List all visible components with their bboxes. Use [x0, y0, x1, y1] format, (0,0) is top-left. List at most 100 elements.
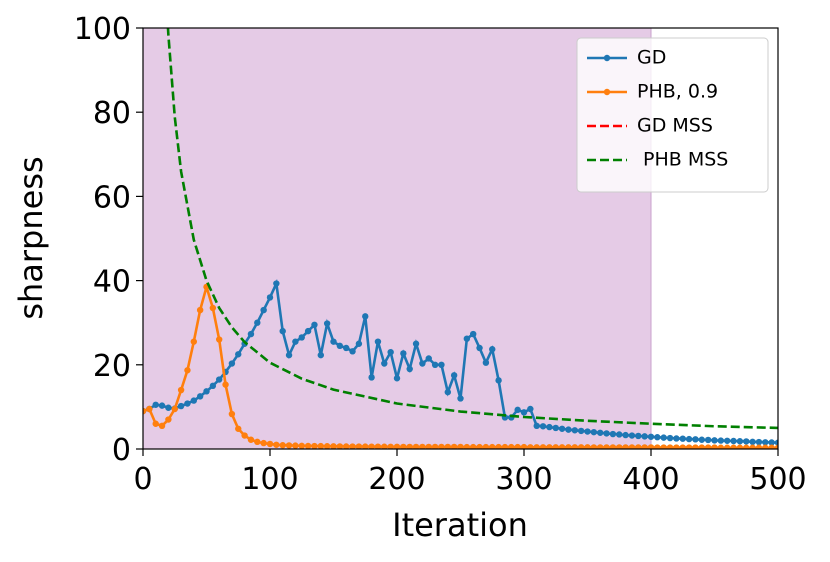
- series-point: [762, 444, 769, 449]
- series-point: [597, 429, 604, 436]
- series-point: [457, 443, 464, 449]
- series-point: [666, 444, 674, 449]
- series-point: [685, 444, 693, 449]
- series-point: [381, 443, 388, 449]
- series-point: [304, 327, 312, 335]
- series-point: [730, 437, 737, 445]
- series-point: [660, 434, 667, 441]
- series-point: [203, 388, 210, 395]
- series-point: [254, 438, 261, 446]
- series-point: [374, 338, 382, 345]
- y-tick-label: 100: [74, 12, 131, 47]
- series-point: [508, 443, 515, 449]
- series-point: [323, 320, 331, 327]
- series-point: [654, 444, 661, 449]
- series-point: [400, 443, 407, 449]
- series-point: [755, 444, 763, 449]
- series-point: [355, 443, 363, 449]
- axes-frame: [142, 27, 779, 450]
- series-point: [743, 444, 750, 449]
- series-point: [717, 437, 725, 444]
- series-point: [768, 439, 775, 446]
- series-point: [285, 442, 293, 449]
- series-point: [755, 438, 763, 446]
- series-point: [520, 409, 528, 416]
- series-point: [685, 435, 693, 443]
- series-point: [260, 439, 267, 447]
- series-point: [323, 443, 331, 449]
- x-axis-label: Iteration: [392, 506, 528, 544]
- series-point: [196, 306, 204, 314]
- series-point: [489, 346, 496, 353]
- series-point: [279, 327, 286, 335]
- series-point: [743, 438, 750, 445]
- y-tick-label: 60: [93, 180, 131, 215]
- legend: GD PHB, 0.9 GD MSS PHB MSS: [576, 37, 769, 193]
- x-tick-label: 100: [241, 462, 298, 497]
- series-point: [362, 443, 369, 449]
- y-tick-label: 80: [93, 96, 131, 131]
- x-tick-label: 0: [133, 462, 152, 497]
- series-point: [565, 444, 572, 449]
- legend-box: [576, 37, 769, 193]
- x-tick-label: 400: [622, 462, 679, 497]
- series-point: [273, 280, 280, 287]
- series-point: [450, 372, 458, 379]
- series-point: [228, 360, 236, 367]
- series-point: [228, 410, 236, 418]
- series-point: [368, 443, 375, 449]
- series-point: [673, 435, 680, 442]
- series-point: [241, 432, 248, 439]
- series-point: [285, 351, 293, 359]
- series-point: [622, 444, 629, 449]
- series-point: [393, 443, 401, 449]
- series-point: [343, 344, 350, 352]
- series-point: [463, 443, 471, 449]
- series-point: [196, 393, 204, 400]
- series-point: [444, 443, 451, 449]
- series-point: [254, 319, 261, 326]
- series-point: [774, 439, 778, 446]
- series-point: [749, 444, 756, 449]
- series-point: [597, 444, 604, 449]
- series-point: [431, 443, 439, 449]
- series-point: [514, 443, 521, 449]
- series-point: [768, 444, 775, 449]
- series-point: [425, 355, 432, 362]
- series-point: [247, 436, 255, 443]
- series-point: [495, 377, 502, 384]
- series-point: [546, 444, 553, 449]
- series-point: [622, 431, 629, 439]
- series-point: [412, 443, 420, 449]
- series-point: [336, 443, 344, 449]
- series-point: [704, 444, 712, 449]
- series-point: [419, 360, 426, 367]
- series-point: [349, 443, 356, 449]
- series-point: [546, 423, 553, 431]
- series-point: [216, 376, 223, 383]
- series-point: [177, 402, 185, 410]
- y-tick-label: 0: [112, 433, 131, 468]
- series-point: [190, 338, 197, 345]
- series-point: [704, 436, 712, 444]
- series-point: [330, 338, 337, 345]
- series-point: [774, 444, 778, 449]
- series-point: [609, 430, 617, 438]
- series-point: [349, 348, 356, 355]
- series-point: [571, 444, 578, 449]
- series-point: [177, 386, 185, 394]
- series-point: [698, 444, 705, 449]
- legend-marker: [603, 88, 611, 96]
- plot-area: [143, 28, 778, 449]
- series-point: [317, 351, 324, 359]
- series-point: [495, 443, 502, 449]
- legend-label: GD: [637, 47, 666, 69]
- series-point: [558, 444, 566, 449]
- series-point: [431, 361, 439, 368]
- series-point: [711, 444, 718, 449]
- series-point: [489, 443, 496, 449]
- series-point: [558, 425, 566, 432]
- series-point: [266, 440, 274, 448]
- series-point: [317, 442, 324, 449]
- series-point: [565, 426, 572, 433]
